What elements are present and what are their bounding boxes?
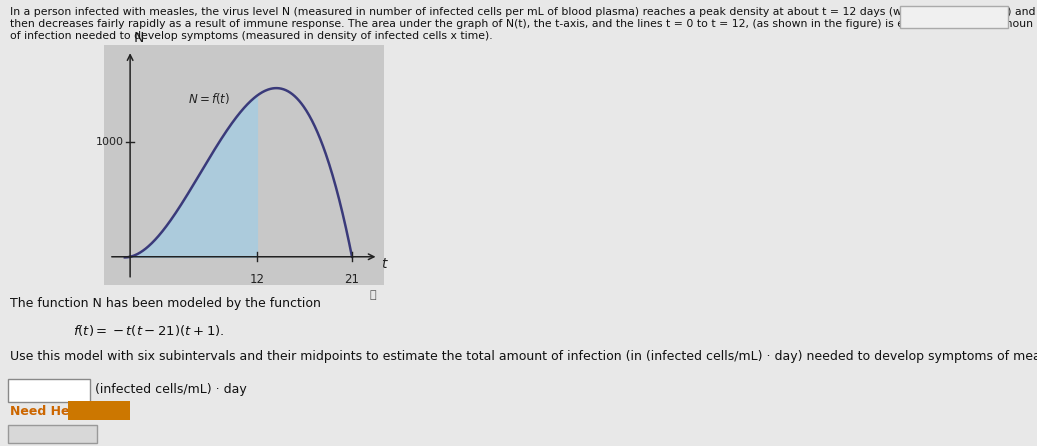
Text: (infected cells/mL) · day: (infected cells/mL) · day bbox=[95, 383, 247, 396]
Text: t: t bbox=[382, 256, 387, 271]
Text: $N = f(t)$: $N = f(t)$ bbox=[189, 91, 230, 106]
Text: 1000: 1000 bbox=[95, 137, 123, 147]
Text: Submit Answer: Submit Answer bbox=[13, 429, 92, 439]
Text: $f(t) = -t(t - 21)(t + 1).$: $f(t) = -t(t - 21)(t + 1).$ bbox=[73, 323, 224, 339]
Text: 12: 12 bbox=[250, 273, 264, 286]
Text: N: N bbox=[134, 31, 144, 45]
Text: In a person infected with measles, the virus level N (measured in number of infe: In a person infected with measles, the v… bbox=[10, 7, 1036, 17]
Text: Read It: Read It bbox=[78, 406, 120, 416]
Text: The function N has been modeled by the function: The function N has been modeled by the f… bbox=[10, 297, 321, 310]
Text: 21: 21 bbox=[344, 273, 360, 286]
Text: of infection needed to develop symptoms (measured in density of infected cells x: of infection needed to develop symptoms … bbox=[10, 31, 493, 41]
Text: then decreases fairly rapidly as a result of immune response. The area under the: then decreases fairly rapidly as a resul… bbox=[10, 19, 1033, 29]
Text: ⓘ: ⓘ bbox=[370, 289, 376, 300]
Text: Use this model with six subintervals and their midpoints to estimate the total a: Use this model with six subintervals and… bbox=[10, 350, 1037, 363]
Text: Need Help?: Need Help? bbox=[10, 405, 90, 418]
